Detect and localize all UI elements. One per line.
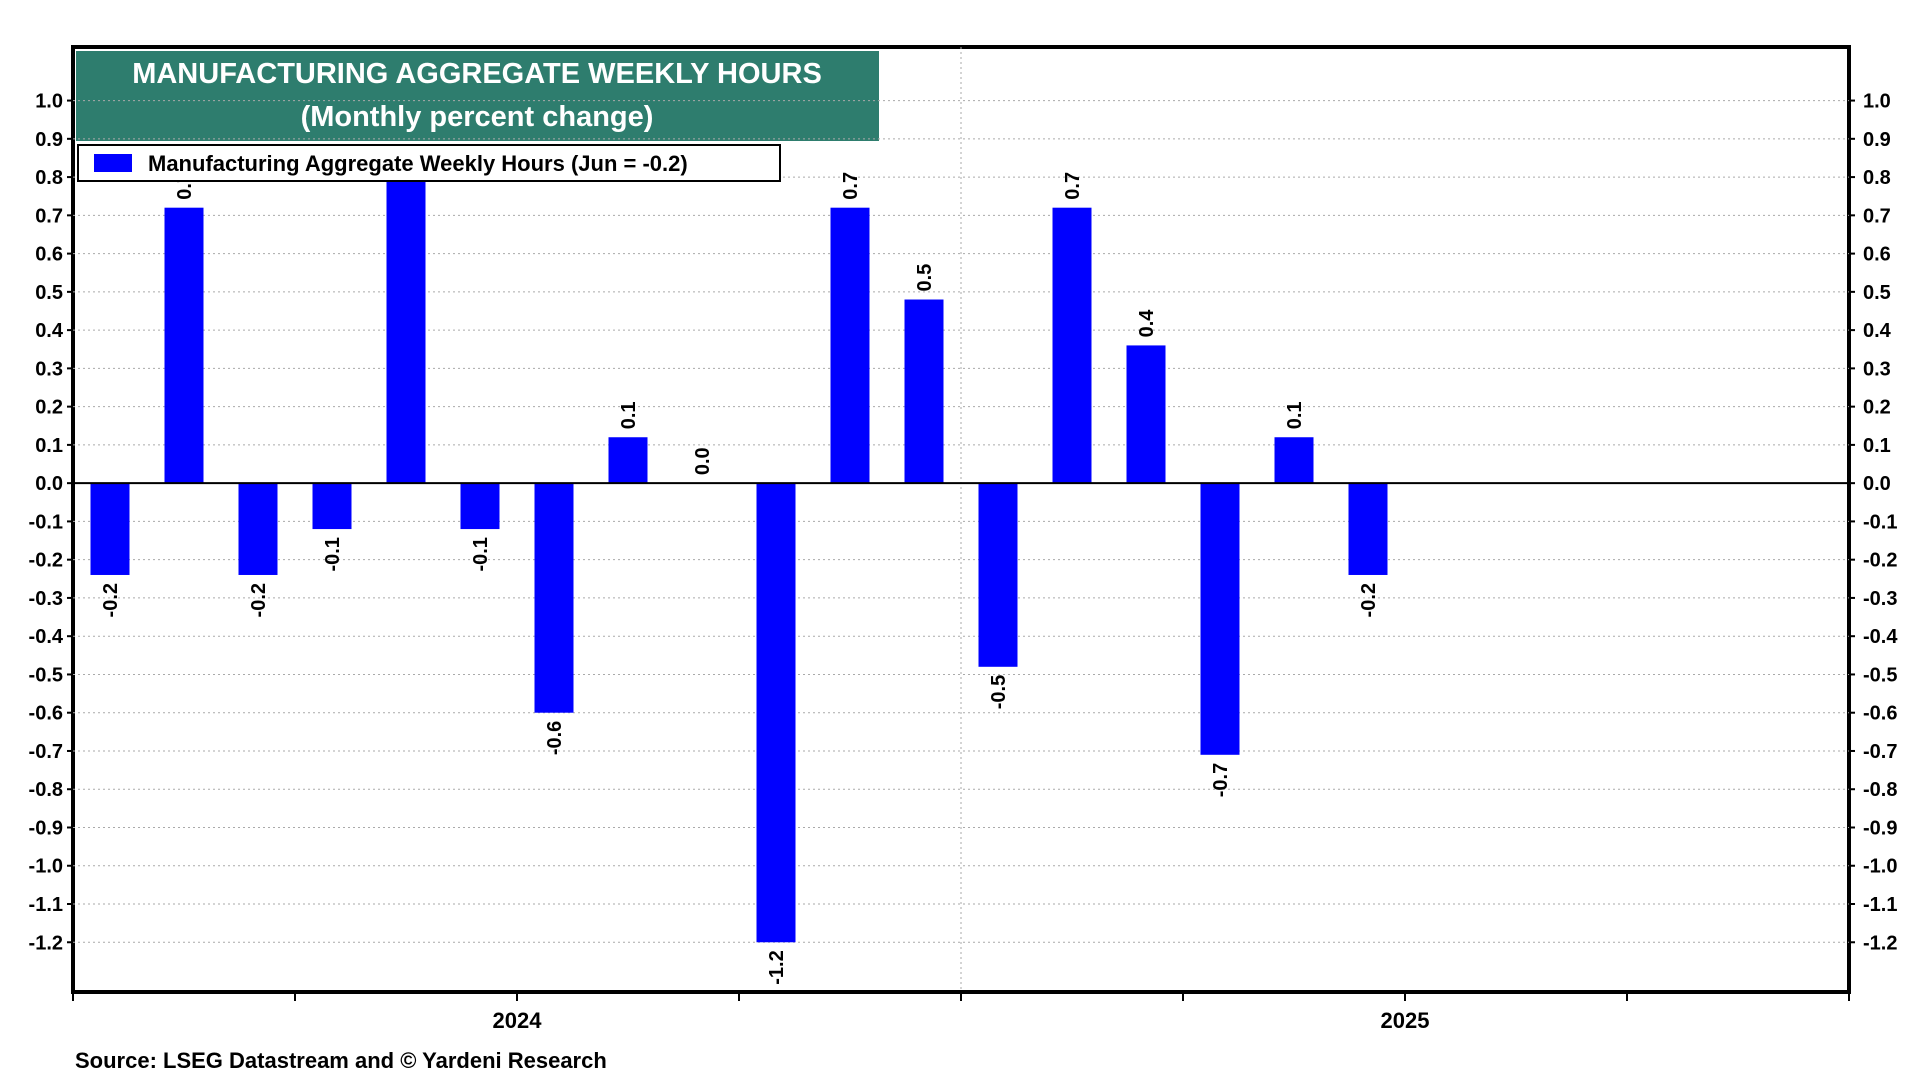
- bar: [460, 483, 500, 530]
- bar: [238, 483, 278, 575]
- y-tick-label-right: -1.1: [1863, 894, 1897, 916]
- y-tick-label: -1.0: [29, 856, 63, 878]
- y-tick-label: 0.0: [35, 473, 63, 495]
- bar: [1274, 437, 1314, 484]
- y-tick-label-right: -1.0: [1863, 856, 1897, 878]
- y-tick-label-right: 0.9: [1863, 129, 1891, 151]
- y-tick-label-right: -0.7: [1863, 741, 1897, 763]
- data-label: -0.1: [470, 537, 492, 571]
- bar: [312, 483, 352, 530]
- bar: [164, 207, 204, 484]
- y-tick-label-right: -0.9: [1863, 817, 1897, 839]
- y-tick-label-right: -0.1: [1863, 511, 1897, 533]
- y-tick-label: -0.2: [29, 550, 63, 572]
- y-tick-label-right: -0.3: [1863, 588, 1897, 610]
- y-tick-label: -0.7: [29, 741, 63, 763]
- data-label: -0.1: [322, 537, 344, 571]
- y-tick-label-right: -0.2: [1863, 550, 1897, 572]
- data-label: -0.7: [1210, 763, 1232, 797]
- bar: [1200, 483, 1240, 755]
- y-tick-label: -0.6: [29, 703, 63, 725]
- y-tick-label-right: -0.5: [1863, 664, 1897, 686]
- y-tick-label: 0.9: [35, 129, 63, 151]
- chart-title: MANUFACTURING AGGREGATE WEEKLY HOURS: [132, 58, 822, 90]
- legend-box: [77, 144, 781, 182]
- x-year-label: 2025: [1381, 1008, 1430, 1033]
- y-tick-label: 0.7: [35, 205, 63, 227]
- bar: [1348, 483, 1388, 575]
- data-label: 0.7: [840, 172, 862, 200]
- legend-label: Manufacturing Aggregate Weekly Hours (Ju…: [148, 151, 688, 176]
- bar: [1052, 207, 1092, 484]
- legend-swatch: [94, 154, 132, 172]
- data-label: 0.4: [1136, 309, 1158, 338]
- bar: [386, 157, 426, 484]
- bar: [756, 483, 796, 943]
- y-tick-label: -0.5: [29, 664, 63, 686]
- y-tick-label: 0.4: [35, 320, 64, 342]
- y-tick-label: -1.2: [29, 932, 63, 954]
- bar: [1126, 345, 1166, 484]
- y-tick-label-right: 0.6: [1863, 244, 1891, 266]
- y-tick-label: -0.9: [29, 817, 63, 839]
- y-tick-label-right: 0.7: [1863, 205, 1891, 227]
- data-label: 0.0: [692, 447, 714, 475]
- title-box: [76, 51, 879, 141]
- y-tick-label-right: 1.0: [1863, 91, 1891, 113]
- chart-subtitle: (Monthly percent change): [301, 101, 654, 133]
- y-tick-label: -0.3: [29, 588, 63, 610]
- bar: [978, 483, 1018, 667]
- y-tick-label: -1.1: [29, 894, 63, 916]
- data-label: 0.5: [914, 264, 936, 292]
- data-label: -1.2: [766, 950, 788, 984]
- source: Source: LSEG Datastream and © Yardeni Re…: [75, 1048, 607, 1073]
- y-tick-label-right: 0.4: [1863, 320, 1892, 342]
- y-tick-label-right: 0.8: [1863, 167, 1891, 189]
- data-label: -0.2: [1358, 583, 1380, 617]
- y-tick-label-right: 0.2: [1863, 397, 1891, 419]
- data-label: 0.1: [1284, 401, 1306, 429]
- data-label: 0.7: [1062, 172, 1084, 200]
- y-tick-label-right: 0.5: [1863, 282, 1891, 304]
- data-label: -0.5: [988, 675, 1010, 709]
- bar: [608, 437, 648, 484]
- y-tick-label: 0.3: [35, 358, 63, 380]
- bar: [90, 483, 130, 575]
- y-tick-label: 1.0: [35, 91, 63, 113]
- y-tick-label-right: -0.4: [1863, 626, 1898, 648]
- y-tick-label-right: -0.6: [1863, 703, 1897, 725]
- x-year-label: 2024: [493, 1008, 543, 1033]
- y-tick-label: -0.8: [29, 779, 63, 801]
- data-label: -0.6: [544, 721, 566, 755]
- y-tick-label: -0.4: [29, 626, 64, 648]
- y-tick-label: 0.6: [35, 244, 63, 266]
- y-tick-label: 0.2: [35, 397, 63, 419]
- y-tick-label: 0.8: [35, 167, 63, 189]
- y-tick-label-right: 0.0: [1863, 473, 1891, 495]
- y-tick-label: 0.5: [35, 282, 63, 304]
- bar: [534, 483, 574, 713]
- bar: [904, 299, 944, 484]
- data-label: 0.1: [618, 401, 640, 429]
- y-tick-label-right: 0.3: [1863, 358, 1891, 380]
- y-tick-label-right: -1.2: [1863, 932, 1897, 954]
- y-tick-label-right: 0.1: [1863, 435, 1891, 457]
- data-label: -0.2: [248, 583, 270, 617]
- y-tick-label-right: -0.8: [1863, 779, 1897, 801]
- bar: [830, 207, 870, 484]
- y-tick-label: -0.1: [29, 511, 63, 533]
- data-label: -0.2: [100, 583, 122, 617]
- y-tick-label: 0.1: [35, 435, 63, 457]
